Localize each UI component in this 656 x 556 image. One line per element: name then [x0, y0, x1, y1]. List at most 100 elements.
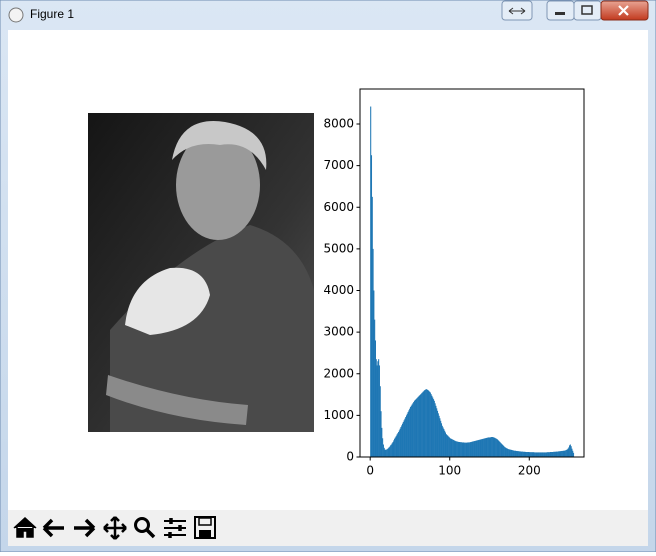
histogram-bar [507, 449, 509, 457]
histogram-bar [420, 394, 422, 457]
histogram-bar [505, 447, 507, 457]
histogram-bar [381, 427, 383, 457]
zoom-button[interactable] [134, 517, 156, 539]
histogram-bar [476, 440, 478, 457]
histogram-bar [502, 444, 504, 457]
y-tick-label: 7000 [323, 158, 354, 172]
histogram-bar [573, 452, 575, 457]
histogram-bar [568, 447, 570, 457]
histogram-bar [563, 450, 565, 457]
histogram-bar [449, 438, 451, 457]
histogram-bar [471, 441, 473, 457]
histogram-bar [560, 451, 562, 457]
histogram-bar [425, 389, 427, 457]
histogram-bar [404, 418, 406, 457]
histogram-bar [491, 437, 493, 457]
histogram-bar [526, 452, 528, 457]
back-button[interactable] [42, 518, 64, 538]
save-button[interactable] [194, 516, 216, 539]
histogram-bar [371, 196, 373, 457]
histogram-bar [547, 452, 549, 457]
histogram-bar [518, 451, 520, 457]
histogram-bar [556, 451, 558, 457]
histogram-bar [412, 403, 414, 457]
histogram-bar [532, 452, 534, 457]
histogram-bar [513, 450, 515, 457]
histogram-bar [550, 452, 552, 457]
histogram-bar [435, 405, 437, 457]
histogram-bar [377, 361, 379, 457]
histogram-bar [534, 452, 536, 457]
histogram-bar [557, 451, 559, 457]
histogram-bar [548, 452, 550, 457]
y-tick-label: 3000 [323, 325, 354, 339]
histogram-bar [464, 442, 466, 457]
histogram-bar [487, 437, 489, 457]
subplots-button[interactable] [164, 518, 186, 538]
histogram-bar [386, 449, 388, 457]
photo-dog [125, 267, 210, 335]
histogram-bar [468, 442, 470, 457]
histogram-bar [520, 451, 522, 457]
zoom-handle [145, 528, 156, 539]
histogram-bar [456, 441, 458, 457]
histogram-bar [440, 423, 443, 457]
histogram-bar [402, 423, 404, 457]
histogram-bar [499, 441, 501, 457]
histogram-bar [405, 415, 408, 457]
histogram-bar [429, 391, 431, 457]
histogram-bar [475, 440, 477, 457]
histogram-bar [567, 448, 569, 457]
histogram-bar [464, 442, 466, 457]
histogram-bar [472, 441, 474, 457]
histogram-bar [421, 393, 423, 457]
maximize-button[interactable] [573, 0, 602, 21]
home-button[interactable] [13, 516, 37, 538]
histogram-bar [379, 386, 381, 457]
x-tick-label: 0 [366, 464, 374, 478]
histogram-bar [515, 450, 517, 457]
histogram-bar [397, 433, 399, 457]
axes-frame [359, 88, 585, 458]
pan-button[interactable] [103, 516, 127, 540]
histogram-bar [501, 444, 503, 457]
histogram-bar [492, 437, 494, 457]
histogram-bar [393, 440, 395, 457]
histogram-bar [396, 434, 398, 457]
histogram-bar [424, 389, 426, 457]
histogram-bar [383, 447, 385, 457]
histogram-bar [498, 440, 500, 457]
pan-icon [103, 516, 127, 540]
histogram-bar [394, 437, 396, 457]
histogram-bar [453, 440, 455, 457]
histogram-bar [489, 437, 491, 457]
histogram-bar [463, 442, 465, 457]
close-icon [618, 5, 629, 16]
histogram-bar [438, 415, 440, 457]
forward-button[interactable] [74, 518, 96, 538]
histogram-bar [495, 438, 497, 457]
histogram-bar [553, 451, 555, 457]
minimize-button[interactable] [546, 0, 575, 21]
histogram-bar [522, 451, 524, 457]
histogram-bar [461, 442, 463, 457]
histogram-bar [525, 452, 527, 457]
histogram-bar [415, 399, 417, 457]
histogram-bar [450, 438, 452, 457]
histogram-bar [413, 400, 415, 457]
histogram-bar [418, 395, 420, 457]
histogram-bar [382, 444, 384, 457]
x-tick-label: 200 [518, 464, 541, 478]
histogram-bar [443, 429, 445, 457]
histogram-bar [510, 449, 512, 457]
histogram-bar [398, 432, 400, 457]
histogram-bar [390, 444, 392, 457]
histogram-bar [462, 442, 464, 457]
histogram-bar [467, 442, 469, 457]
histogram-bar [517, 451, 519, 457]
photo [88, 113, 314, 432]
histogram-bar [370, 106, 372, 458]
histogram-bar [447, 435, 449, 457]
histogram-bar [457, 441, 459, 457]
histogram-bar [386, 449, 388, 457]
